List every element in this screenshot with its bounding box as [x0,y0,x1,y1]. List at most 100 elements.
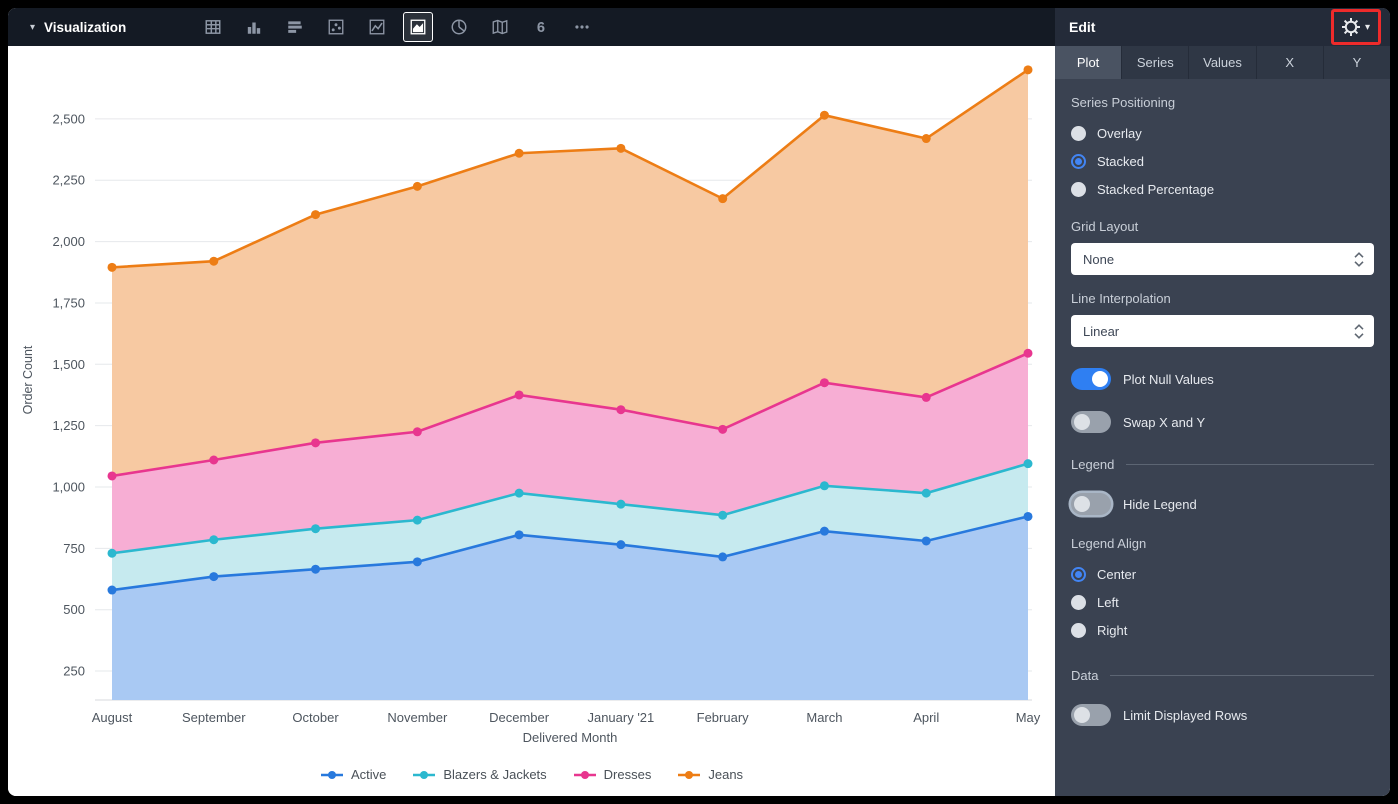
toggle-knob [1074,414,1090,430]
tab-x[interactable]: X [1257,46,1324,79]
svg-text:April: April [913,710,939,725]
svg-text:May: May [1016,710,1041,725]
scatter-icon[interactable] [321,12,351,42]
radio-label: Right [1097,622,1128,638]
toggle-label: Hide Legend [1123,496,1197,512]
limit-displayed-rows-toggle[interactable] [1071,704,1111,726]
tab-label: X [1285,55,1295,70]
legend-item[interactable]: Blazers & Jackets [412,767,547,782]
legend-marker-icon [413,770,436,779]
unfold-more-icon [1354,323,1364,339]
svg-text:August: August [92,710,133,725]
svg-text:250: 250 [63,664,85,679]
radio-stacked-percentage[interactable]: Stacked Percentage [1071,175,1374,203]
svg-text:6: 6 [537,20,545,36]
svg-text:January '21: January '21 [587,710,654,725]
chart-legend: Active Blazers & Jackets Dresses Jeans [8,767,1055,782]
divider-line [1126,464,1374,465]
legend-marker-icon [320,770,343,779]
radio-icon[interactable] [1071,125,1086,141]
plot-settings-panel: Series Positioning Overlay Stacked Stack… [1055,79,1390,796]
legend-item[interactable]: Active [320,767,386,782]
svg-text:500: 500 [63,602,85,617]
column-chart-icon[interactable] [239,12,269,42]
svg-text:750: 750 [63,541,85,556]
radio-icon[interactable] [1071,153,1086,169]
toggle-label: Plot Null Values [1123,371,1214,387]
edit-panel-tabs: Plot Series Values X Y [1055,46,1390,79]
tab-label: Y [1352,55,1362,70]
line-interpolation-value: Linear [1083,323,1120,339]
toggle-label: Swap X and Y [1123,414,1206,430]
tab-label: Series [1136,55,1174,70]
svg-text:October: October [292,710,339,725]
swap-x-y-row: Swap X and Y [1071,411,1374,433]
gear-icon [1341,18,1360,36]
legend-section-divider: Legend [1071,457,1374,472]
limit-displayed-rows-row: Limit Displayed Rows [1071,704,1374,726]
svg-text:2,250: 2,250 [52,173,85,188]
hide-legend-row: Hide Legend [1071,493,1374,515]
svg-text:2,500: 2,500 [52,111,85,126]
caret-down-icon: ▾ [1364,21,1370,33]
edit-panel-header: Edit ▾ [1055,8,1390,46]
plot-null-values-row: Plot Null Values [1071,368,1374,390]
radio-stacked[interactable]: Stacked [1071,147,1374,175]
swap-x-y-toggle[interactable] [1071,411,1111,433]
area-chart-icon[interactable] [403,12,433,42]
pie-chart-icon[interactable] [444,12,474,42]
radio-label: Stacked [1097,153,1144,169]
legend-item[interactable]: Jeans [677,767,743,782]
radio-overlay[interactable]: Overlay [1071,119,1374,147]
tab-y[interactable]: Y [1324,46,1390,79]
legend-align-label: Legend Align [1071,536,1147,551]
legend-item[interactable]: Dresses [573,767,651,782]
single-value-icon[interactable]: 6 [526,12,556,42]
table-icon[interactable] [198,12,228,42]
grid-layout-select[interactable]: None [1071,243,1374,275]
hide-legend-toggle[interactable] [1071,493,1111,515]
svg-text:2,000: 2,000 [52,234,85,249]
radio-icon[interactable] [1071,181,1086,197]
svg-text:February: February [697,710,750,725]
grid-layout-value: None [1083,251,1115,267]
svg-text:1,250: 1,250 [52,418,85,433]
radio-legend-right[interactable]: Right [1071,616,1374,644]
plot-null-values-toggle[interactable] [1071,368,1111,390]
toggle-knob [1092,371,1108,387]
tab-plot[interactable]: Plot [1055,46,1123,79]
bar-chart-icon[interactable] [280,12,310,42]
edit-panel-title: Edit [1069,19,1096,35]
map-icon[interactable] [485,12,515,42]
visualization-toolbar: ▾ Visualization 6 [8,8,1055,46]
visualization-pane: ▾ Visualization 6 250 500 750 1,000 1,250 1,5… [8,8,1055,796]
radio-legend-left[interactable]: Left [1071,588,1374,616]
svg-text:1,750: 1,750 [52,295,85,310]
edit-panel: Edit ▾ [1055,8,1390,796]
line-interpolation-select[interactable]: Linear [1071,315,1374,347]
chart-type-icon-bar: 6 [198,12,608,42]
toggle-label: Limit Displayed Rows [1123,707,1248,723]
radio-legend-center[interactable]: Center [1071,560,1374,588]
legend-label: Active [350,767,387,782]
visualization-title-toggle[interactable]: ▾ Visualization [8,20,198,35]
divider-line [1110,675,1374,676]
stacked-area-chart[interactable]: 250 500 750 1,000 1,250 1,500 1,750 2,000 2,250 2… [8,46,1055,796]
radio-label: Stacked Percentage [1097,181,1215,197]
toggle-knob [1074,707,1090,723]
line-chart-icon[interactable] [362,12,392,42]
legend-marker-icon [678,770,701,779]
settings-gear-button[interactable]: ▾ [1341,8,1370,46]
radio-label: Overlay [1097,125,1142,141]
radio-icon[interactable] [1071,622,1086,638]
tab-values[interactable]: Values [1189,46,1257,79]
legend-label: Jeans [708,767,744,782]
radio-icon[interactable] [1071,594,1086,610]
radio-label: Center [1097,566,1137,582]
tab-series[interactable]: Series [1122,46,1190,79]
legend-marker-icon [573,770,596,779]
more-icon[interactable] [567,12,597,42]
app-window: ▾ Visualization 6 250 500 750 1,000 1,250 1,5… [8,8,1390,796]
radio-icon[interactable] [1071,566,1086,582]
